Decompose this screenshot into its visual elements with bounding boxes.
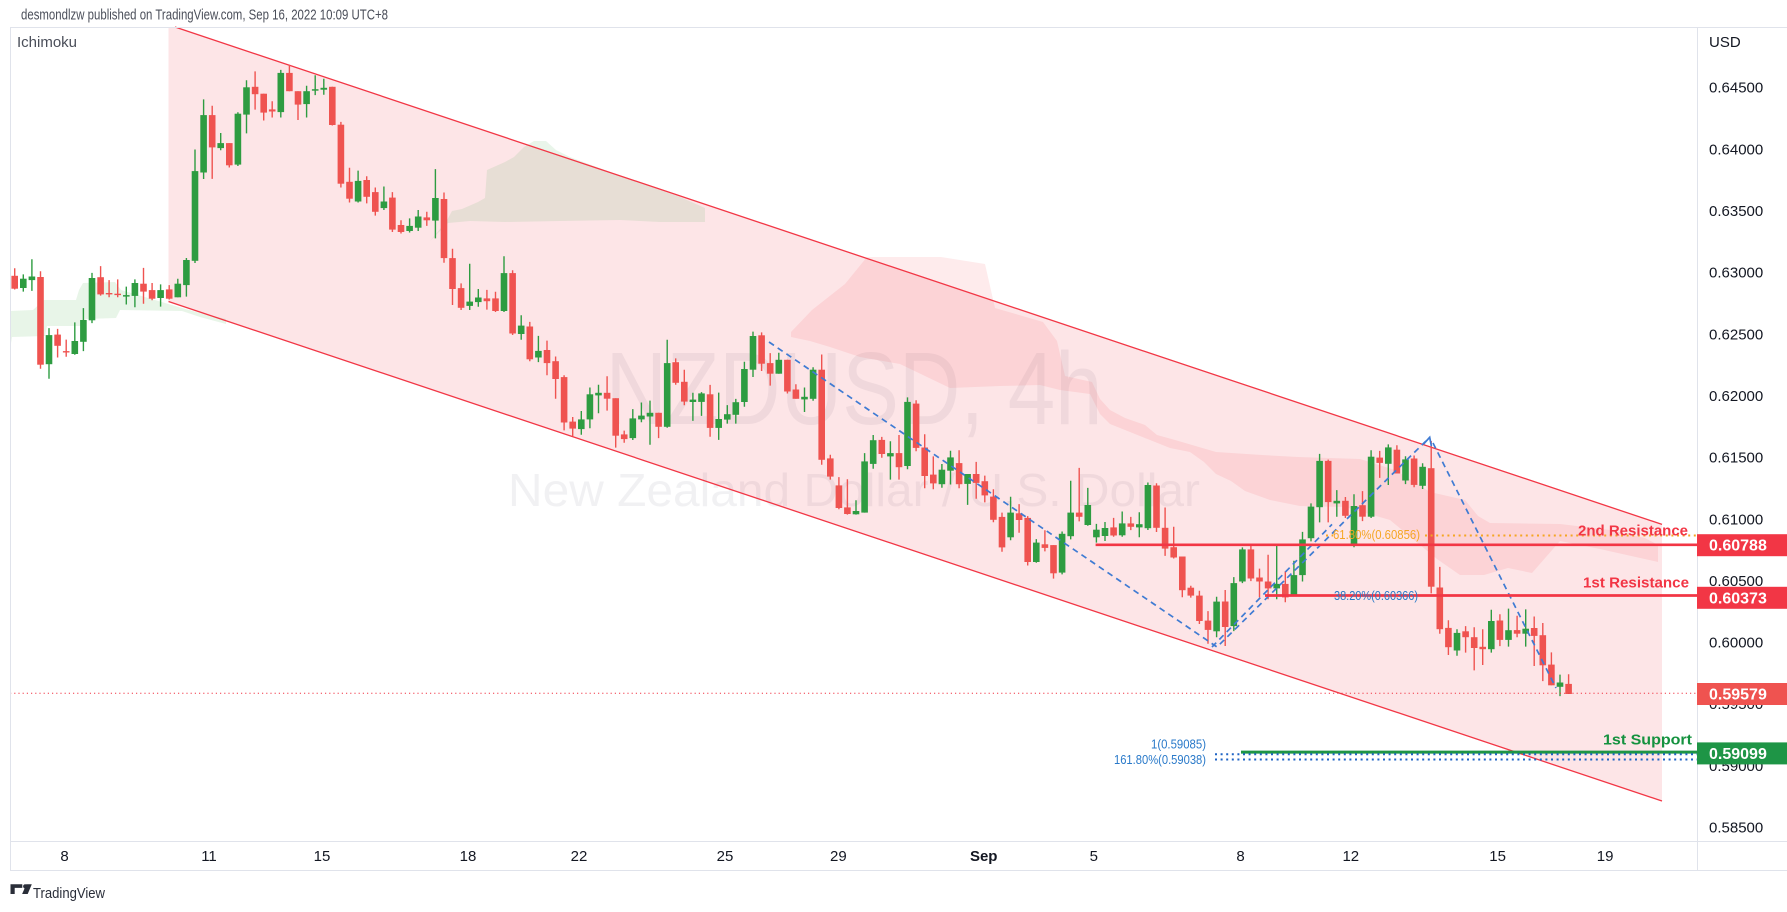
svg-text:0.60000: 0.60000 [1709, 635, 1763, 652]
svg-text:0.64000: 0.64000 [1709, 141, 1763, 158]
svg-text:2nd Resistance: 2nd Resistance [1578, 523, 1688, 540]
svg-text:1(0.59085): 1(0.59085) [1151, 737, 1206, 752]
svg-text:25: 25 [717, 848, 734, 865]
svg-text:0.59099: 0.59099 [1709, 746, 1767, 763]
svg-text:12: 12 [1342, 848, 1359, 865]
svg-text:22: 22 [571, 848, 588, 865]
svg-text:TradingView: TradingView [33, 886, 105, 902]
svg-text:5: 5 [1090, 848, 1098, 865]
svg-text:NZDUSD, 4h: NZDUSD, 4h [606, 331, 1103, 446]
svg-text:0.63500: 0.63500 [1709, 203, 1763, 220]
svg-text:15: 15 [314, 848, 331, 865]
svg-text:0.61000: 0.61000 [1709, 511, 1763, 528]
svg-text:desmondlzw published on Tradin: desmondlzw published on TradingView.com,… [21, 7, 388, 24]
svg-text:0.62000: 0.62000 [1709, 388, 1763, 405]
svg-text:19: 19 [1597, 848, 1614, 865]
svg-text:8: 8 [60, 848, 68, 865]
svg-text:38.20%(0.60366): 38.20%(0.60366) [1334, 588, 1418, 603]
svg-text:0.60500: 0.60500 [1709, 573, 1763, 590]
svg-text:11: 11 [201, 848, 217, 865]
svg-text:18: 18 [460, 848, 477, 865]
svg-text:0.58500: 0.58500 [1709, 820, 1763, 837]
svg-text:0.63000: 0.63000 [1709, 265, 1763, 282]
svg-text:15: 15 [1489, 848, 1506, 865]
svg-text:0.59579: 0.59579 [1709, 687, 1767, 704]
svg-text:1st Support: 1st Support [1603, 732, 1692, 749]
svg-text:0.60373: 0.60373 [1709, 590, 1767, 607]
svg-text:0.60788: 0.60788 [1709, 538, 1767, 555]
svg-text:0.64500: 0.64500 [1709, 80, 1763, 97]
svg-text:29: 29 [830, 848, 847, 865]
svg-text:8: 8 [1236, 848, 1244, 865]
svg-text:USD: USD [1709, 34, 1741, 51]
svg-text:161.80%(0.59038): 161.80%(0.59038) [1114, 752, 1206, 767]
svg-text:1st Resistance: 1st Resistance [1583, 575, 1689, 592]
svg-text:0.62500: 0.62500 [1709, 326, 1763, 343]
svg-text:61.80%(0.60856): 61.80%(0.60856) [1333, 527, 1420, 542]
svg-text:0.61500: 0.61500 [1709, 450, 1763, 467]
svg-text:Sep: Sep [970, 848, 998, 865]
svg-text:Ichimoku: Ichimoku [17, 34, 77, 51]
